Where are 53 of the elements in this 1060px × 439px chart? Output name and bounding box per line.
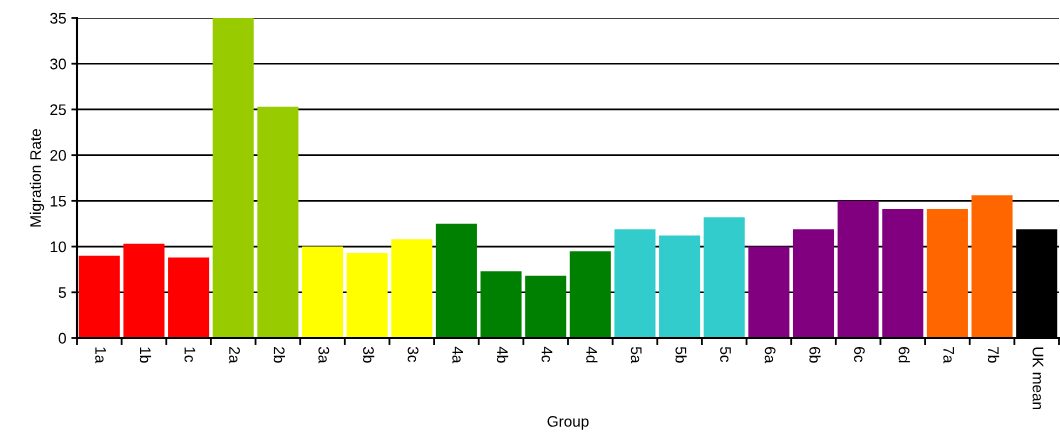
bar <box>525 275 567 338</box>
x-tick-label: 5c <box>720 346 731 363</box>
bar <box>435 223 477 338</box>
bar <box>257 106 299 338</box>
bar <box>301 246 344 338</box>
x-axis-title: Group <box>547 415 589 430</box>
x-tick-label: 4c <box>541 346 553 363</box>
x-tick-label: 2b <box>273 347 285 363</box>
bar <box>391 239 433 338</box>
bar <box>614 229 656 338</box>
x-tick-label: 4d <box>586 346 598 363</box>
y-tick-label: 25 <box>50 104 66 116</box>
bar <box>212 18 254 338</box>
x-tick-label: 3c <box>407 346 419 363</box>
bar <box>748 246 790 338</box>
x-tick-label: 1a <box>95 347 106 364</box>
x-tick-label: 3b <box>363 346 375 363</box>
x-tick-label: 2a <box>229 347 240 364</box>
x-tick-label: 6b <box>809 347 821 363</box>
x-tick-label: 7a <box>943 347 954 364</box>
bar <box>480 271 522 338</box>
y-tick-label: 35 <box>50 12 66 24</box>
x-tick-label: 1b <box>139 347 152 363</box>
y-tick-label: 15 <box>50 195 66 207</box>
bar <box>168 257 210 338</box>
bar <box>659 235 701 338</box>
x-tick-label: 7b <box>987 347 1000 363</box>
y-tick-label: 5 <box>58 287 66 298</box>
x-tick-label: 6d <box>898 347 910 363</box>
bar <box>123 243 165 338</box>
bar <box>78 255 120 338</box>
x-tick-label: 6a <box>764 347 776 364</box>
x-tick-label: 6c <box>854 347 865 363</box>
x-tick-label: 4b <box>496 346 509 363</box>
bar <box>703 217 745 338</box>
x-tick-label: UK mean <box>1032 347 1044 410</box>
bar <box>926 209 968 338</box>
x-tick-label: 4a <box>452 346 463 364</box>
bar <box>569 251 611 338</box>
y-tick-label: 10 <box>50 241 66 253</box>
y-tick-label: 0 <box>58 332 66 344</box>
bar <box>792 229 835 338</box>
x-tick-label: 5a <box>630 346 642 364</box>
y-tick-label: 30 <box>50 58 66 70</box>
bar <box>971 195 1013 338</box>
bar <box>346 252 388 338</box>
bar <box>882 209 924 338</box>
x-tick-label: 5b <box>675 346 687 363</box>
bar <box>837 200 879 338</box>
y-axis-title: Migration Rate <box>29 129 45 227</box>
y-tick-label: 20 <box>50 150 66 161</box>
x-tick-label: 3a <box>318 346 330 364</box>
x-tick-label: 1c <box>184 347 196 363</box>
